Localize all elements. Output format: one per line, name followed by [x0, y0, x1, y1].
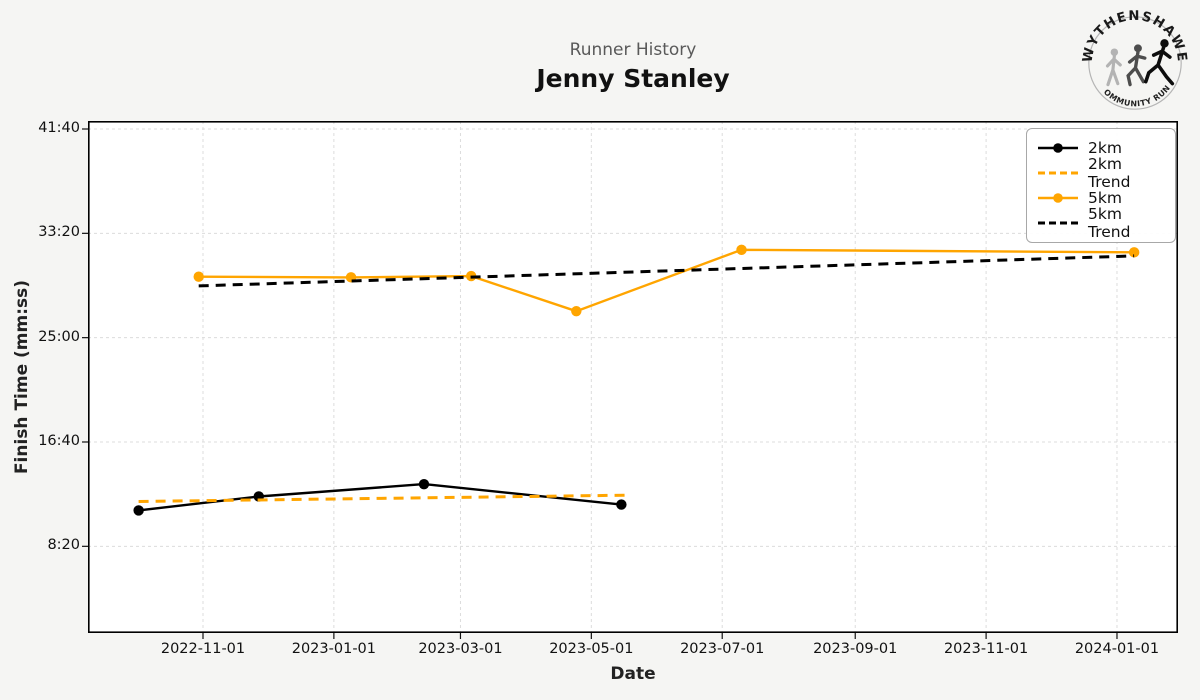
x-tick-label: 2023-01-01 — [291, 641, 377, 657]
legend-item-5km-trend: 5km Trend — [1037, 205, 1165, 241]
y-tick-label: 8:20 — [47, 537, 80, 554]
series-5km-marker — [1128, 247, 1140, 258]
chart-header: Runner History Jenny Stanley — [88, 0, 1178, 93]
club-logo: WYTHENSHAWE COMMUNITY RUN — [1078, 6, 1188, 110]
legend-label-5km-trend: 5km Trend — [1088, 204, 1131, 241]
legend-label-5km: 5km — [1088, 188, 1122, 207]
series-5km-marker — [736, 244, 747, 256]
legend-sample-5km-trend — [1038, 221, 1078, 224]
legend-item-2km-trend: 2km Trend — [1037, 155, 1165, 191]
runner-jogging-icon — [1126, 44, 1147, 87]
legend-sample-2km-trend — [1038, 171, 1078, 174]
runner-name-title: Jenny Stanley — [536, 64, 730, 93]
series-5km-line — [198, 248, 1135, 313]
x-tick-label: 2022-11-01 — [160, 641, 246, 657]
x-tick-label: 2023-05-01 — [549, 641, 634, 657]
x-tick-label: 2023-09-01 — [813, 641, 898, 657]
legend-item-2km: 2km — [1037, 135, 1165, 160]
series-2km-marker — [418, 478, 430, 490]
y-tick-label: 25:00 — [38, 328, 80, 345]
legend-label-2km-trend: 2km Trend — [1088, 154, 1131, 191]
legend-sample-5km — [1038, 192, 1078, 203]
legend-item-5km: 5km — [1037, 185, 1165, 210]
x-tick-label: 2023-07-01 — [680, 641, 765, 657]
legend: 2km 2km Trend 5km 5km Trend — [1026, 128, 1176, 243]
logo-ring — [1088, 16, 1182, 110]
y-tick-label: 33:20 — [38, 224, 80, 241]
x-tick-label: 2023-11-01 — [943, 641, 1029, 657]
x-tick-label: 2023-03-01 — [418, 641, 503, 657]
series-5km-marker — [571, 305, 582, 317]
runner-walking-icon — [1105, 48, 1122, 87]
plot-area: 2km 2km Trend 5km 5km Trend — [82, 121, 1179, 639]
y-axis-label: Finish Time (mm:ss) — [12, 279, 32, 475]
runner-sprinting-icon — [1144, 39, 1175, 86]
chart-subtitle: Runner History — [569, 40, 697, 60]
y-tick-label: 16:40 — [38, 432, 80, 449]
series-5km-trend-line — [198, 254, 1135, 288]
y-tick-label: 41:40 — [38, 120, 80, 136]
series-2km-line — [138, 482, 622, 512]
legend-items: 2km 2km Trend 5km 5km Trend — [1037, 135, 1165, 241]
x-axis-label: Date — [610, 664, 656, 684]
legend-label-2km: 2km — [1088, 138, 1122, 157]
x-tick-label: 2024-01-01 — [1074, 641, 1160, 657]
series-5km-marker — [193, 271, 204, 282]
series-2km-marker — [616, 499, 627, 510]
series-2km-trend-line — [138, 493, 626, 503]
plot-svg — [82, 121, 1179, 639]
legend-sample-2km — [1038, 142, 1078, 153]
series-2km-marker — [133, 505, 144, 516]
